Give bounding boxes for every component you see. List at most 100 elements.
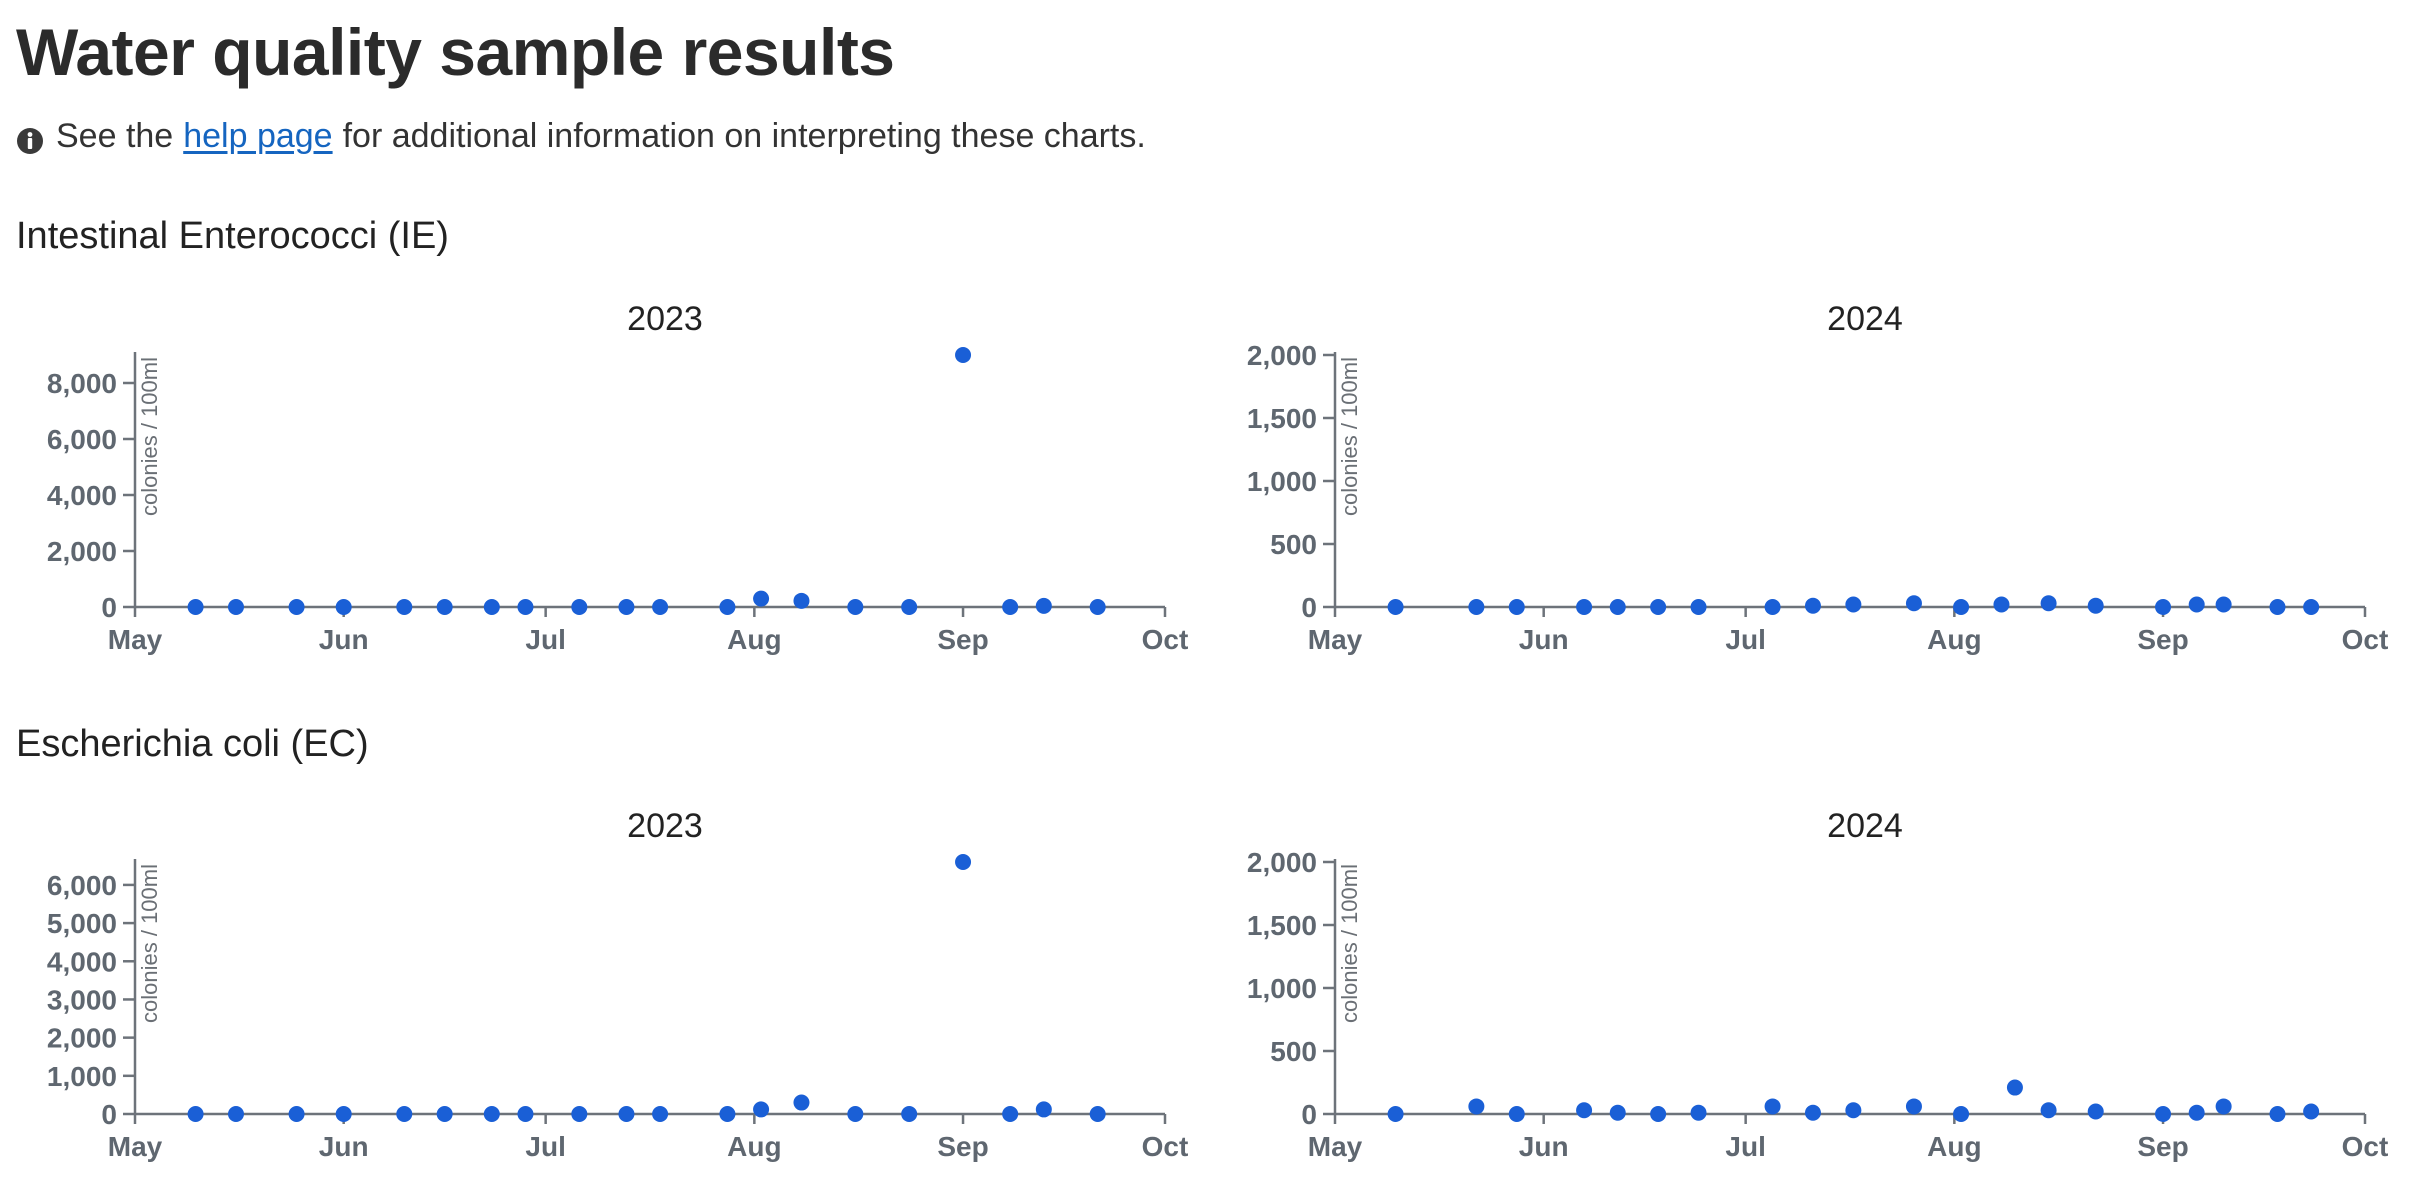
data-point[interactable] <box>1468 599 1485 615</box>
data-point[interactable] <box>1387 1106 1404 1122</box>
data-point[interactable] <box>1953 1106 1970 1122</box>
data-point[interactable] <box>1650 1106 1667 1122</box>
help-page-link[interactable]: help page <box>183 117 333 155</box>
data-point[interactable] <box>1905 595 1922 612</box>
data-point[interactable] <box>2215 1098 2232 1115</box>
data-point[interactable] <box>2188 596 2205 613</box>
data-point[interactable] <box>1035 597 1052 614</box>
data-point[interactable] <box>618 599 635 615</box>
y-axis-label: colonies / 100ml <box>137 864 162 1023</box>
data-point[interactable] <box>1002 1106 1019 1122</box>
data-point[interactable] <box>1508 1106 1525 1122</box>
data-point[interactable] <box>335 599 352 615</box>
y-tick-label: 1,000 <box>1247 973 1317 1004</box>
data-point[interactable] <box>2155 599 2172 615</box>
data-point[interactable] <box>436 1106 453 1122</box>
data-point[interactable] <box>2155 1106 2172 1122</box>
chart-title: 2023 <box>627 300 703 338</box>
info-line: See the help page for additional informa… <box>16 114 1146 158</box>
x-tick-label: Oct <box>1142 1131 1189 1162</box>
data-point[interactable] <box>1609 1104 1626 1121</box>
data-point[interactable] <box>1576 1102 1593 1119</box>
data-point[interactable] <box>1690 599 1707 615</box>
data-point[interactable] <box>901 599 918 615</box>
data-point[interactable] <box>847 1106 864 1122</box>
data-point[interactable] <box>2040 595 2057 612</box>
data-point[interactable] <box>618 1106 635 1122</box>
data-point[interactable] <box>2087 597 2104 614</box>
data-point[interactable] <box>187 599 204 615</box>
data-point[interactable] <box>1845 1102 1862 1119</box>
data-point[interactable] <box>1764 1098 1781 1115</box>
data-point[interactable] <box>2188 1104 2205 1121</box>
data-point[interactable] <box>753 590 770 607</box>
data-point[interactable] <box>2269 599 2286 615</box>
data-point[interactable] <box>396 1106 413 1122</box>
data-point[interactable] <box>1845 596 1862 613</box>
data-point[interactable] <box>847 599 864 615</box>
data-point[interactable] <box>652 599 669 615</box>
data-point[interactable] <box>1764 599 1781 615</box>
data-point[interactable] <box>187 1106 204 1122</box>
page-title: Water quality sample results <box>16 15 895 89</box>
data-point[interactable] <box>1508 599 1525 615</box>
data-point[interactable] <box>1576 599 1593 615</box>
data-point[interactable] <box>1035 1101 1052 1118</box>
data-point[interactable] <box>901 1106 918 1122</box>
data-point[interactable] <box>396 599 413 615</box>
data-point[interactable] <box>955 347 972 363</box>
y-tick-label: 1,500 <box>1247 910 1317 941</box>
data-point[interactable] <box>227 1106 244 1122</box>
data-point[interactable] <box>483 1106 500 1122</box>
data-point[interactable] <box>2303 599 2320 615</box>
data-point[interactable] <box>1089 1106 1106 1122</box>
data-point[interactable] <box>1804 597 1821 614</box>
data-point[interactable] <box>1387 599 1404 615</box>
data-point[interactable] <box>2269 1106 2286 1122</box>
data-point[interactable] <box>793 592 810 609</box>
chart-title: 2024 <box>1827 300 1903 338</box>
y-tick-label: 3,000 <box>47 984 117 1015</box>
data-point[interactable] <box>1468 1098 1485 1115</box>
data-point[interactable] <box>335 1106 352 1122</box>
data-point[interactable] <box>2303 1103 2320 1120</box>
data-point[interactable] <box>227 599 244 615</box>
data-point[interactable] <box>652 1106 669 1122</box>
data-point[interactable] <box>1650 599 1667 615</box>
data-point[interactable] <box>571 1106 588 1122</box>
info-circle-icon <box>16 122 44 154</box>
data-point[interactable] <box>2215 596 2232 613</box>
data-point[interactable] <box>436 599 453 615</box>
data-point[interactable] <box>288 1106 305 1122</box>
data-point[interactable] <box>1993 596 2010 613</box>
x-tick-label: Aug <box>1927 1131 1981 1162</box>
data-point[interactable] <box>955 854 972 870</box>
data-point[interactable] <box>1953 599 1970 615</box>
y-tick-label: 1,500 <box>1247 403 1317 434</box>
x-tick-label: Sep <box>937 1131 988 1162</box>
y-tick-label: 2,000 <box>1247 340 1317 371</box>
data-point[interactable] <box>517 1106 534 1122</box>
data-point[interactable] <box>1905 1098 1922 1115</box>
data-point[interactable] <box>1089 599 1106 615</box>
data-point[interactable] <box>288 599 305 615</box>
data-point[interactable] <box>719 1106 736 1122</box>
data-point[interactable] <box>1804 1104 1821 1121</box>
data-point[interactable] <box>1002 599 1019 615</box>
data-point[interactable] <box>1690 1104 1707 1121</box>
section-title-ie: Intestinal Enterococci (IE) <box>16 215 449 257</box>
data-point[interactable] <box>2006 1079 2023 1096</box>
data-point[interactable] <box>517 599 534 615</box>
data-point[interactable] <box>2087 1103 2104 1120</box>
x-tick-label: Aug <box>727 1131 781 1162</box>
y-tick-label: 500 <box>1270 1036 1317 1067</box>
data-point[interactable] <box>2040 1102 2057 1119</box>
data-point[interactable] <box>793 1094 810 1111</box>
x-tick-label: Jul <box>1725 624 1765 655</box>
data-point[interactable] <box>1609 599 1626 615</box>
data-point[interactable] <box>571 599 588 615</box>
y-axis-label: colonies / 100ml <box>1337 357 1362 516</box>
data-point[interactable] <box>483 599 500 615</box>
data-point[interactable] <box>719 599 736 615</box>
data-point[interactable] <box>753 1101 770 1118</box>
